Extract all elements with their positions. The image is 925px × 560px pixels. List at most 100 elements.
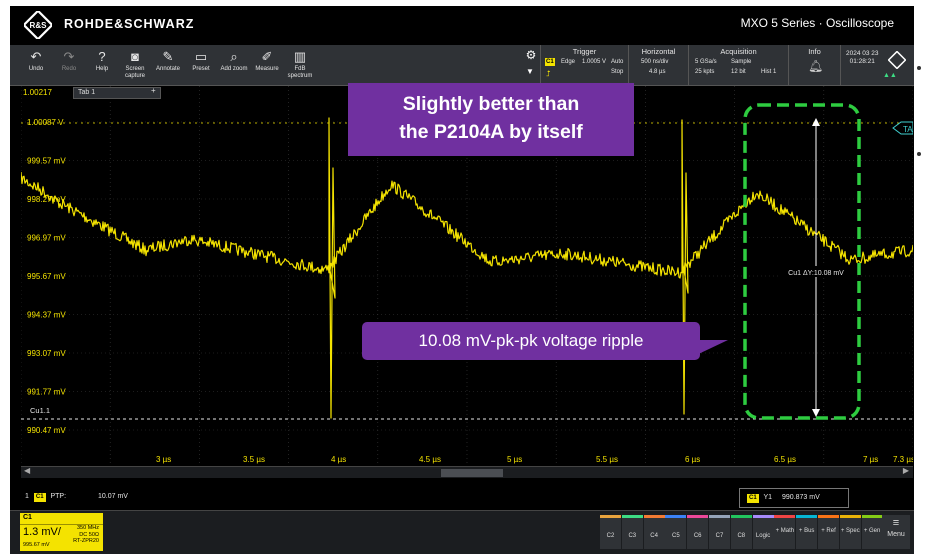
redo-button[interactable]: ↷ Redo [53, 48, 85, 84]
status-area: ⚙ ▼ Trigger C1 ⮥ Edge 1.0005 V Auto Stop… [524, 45, 914, 86]
fft-icon: ▥ [293, 49, 307, 64]
addzoom-label: Add zoom [220, 66, 248, 72]
trigger-type: Edge [561, 59, 576, 65]
network-icon: ▲▲ [883, 72, 897, 79]
measurement-name: PTP: [50, 493, 67, 500]
button-label: C8 [737, 533, 746, 539]
annotate-icon: ✎ [162, 49, 174, 64]
horizontal-scale: 500 ns/div [641, 59, 669, 65]
button-ref[interactable]: + Ref [818, 515, 839, 549]
redo-icon: ↷ [63, 49, 75, 64]
channel-bandwidth: 350 MHz [76, 525, 99, 531]
cursor-readout[interactable]: C1 Y1 990.873 mV [739, 488, 849, 508]
button-label: C6 [693, 533, 702, 539]
preset-icon: ▭ [194, 49, 208, 64]
measure-label: Measure [255, 66, 279, 72]
x-tick-label: 6 µs [685, 455, 700, 464]
channel-1-box[interactable]: C1 1.3 mV/ 350 MHz DC 50Ω RT-ZPR20 995.6… [20, 513, 103, 551]
scroll-thumb[interactable] [441, 469, 503, 477]
button-math[interactable]: + Math [774, 515, 796, 549]
y-tick-label: 994.37 mV [27, 311, 66, 320]
info-header: Info [808, 47, 821, 56]
preset-label: Preset [192, 66, 210, 72]
marker-label: Cu1.1 [30, 406, 50, 415]
menu-button[interactable]: ≡ Menu [882, 515, 910, 549]
x-tick-label: 4 µs [331, 455, 346, 464]
annotate-button[interactable]: ✎ Annotate [152, 48, 184, 84]
x-tick-label: 7 µs [863, 455, 878, 464]
trigger-panel[interactable]: Trigger C1 ⮥ Edge 1.0005 V Auto Stop [540, 45, 628, 86]
horizontal-panel[interactable]: Horizontal 500 ns/div 4.8 µs [628, 45, 688, 86]
x-tick-label: 6.5 µs [774, 455, 796, 464]
undo-button[interactable]: ↶ Undo [20, 48, 52, 84]
horizontal-header: Horizontal [641, 47, 676, 56]
button-c2[interactable]: C2 [600, 515, 621, 549]
screen-button[interactable]: ◙ Screen capture [119, 48, 151, 84]
scroll-left-icon[interactable]: ◀ [24, 466, 31, 475]
channel-offset: 995.67 mV [23, 542, 50, 548]
button-label: + Bus [798, 528, 815, 534]
button-c3[interactable]: C3 [621, 515, 643, 549]
redo-label: Redo [61, 66, 77, 72]
tab-1[interactable]: Tab 1 [73, 87, 161, 99]
gear-icon[interactable]: ⚙ [525, 48, 537, 62]
page-dot-1 [917, 66, 921, 70]
measurement-result[interactable]: 1 C1 PTP: 10.07 mV [25, 491, 128, 503]
info-panel[interactable]: Info 🔔︎ [788, 45, 840, 86]
add-tab-button[interactable]: + [151, 86, 156, 95]
adc-bits: 12 bit [731, 69, 746, 75]
chevron-down-icon[interactable]: ▼ [526, 67, 534, 76]
scroll-right-icon[interactable]: ▶ [902, 466, 909, 475]
bell-icon[interactable]: 🔔︎ [808, 59, 824, 73]
trigger-level: 1.0005 V [582, 59, 607, 65]
button-label: + Gen [863, 528, 881, 534]
screen-icon: ◙ [131, 49, 139, 64]
button-c5[interactable]: C5 [665, 515, 687, 549]
button-label: C2 [606, 533, 615, 539]
waveform-diagram[interactable]: 1.00087 V 999.57 mV 998.27 mV 996.97 mV 995.… [20, 86, 914, 474]
waveform-plot[interactable]: 1.00087 V 999.57 mV 998.27 mV 996.97 mV 995.… [20, 86, 914, 474]
x-tick-label: 5 µs [507, 455, 522, 464]
arrow-up-icon [812, 118, 820, 126]
y-tick-label: 1.00087 V [27, 118, 64, 127]
button-label: Logic [755, 533, 771, 539]
annotation-top-line-2: the P2104A by itself [399, 121, 583, 143]
cursor-readout-label: Y1 [763, 494, 773, 501]
acquisition-mode: Sample [731, 59, 752, 65]
button-label: C7 [715, 533, 724, 539]
undo-icon: ↶ [30, 49, 42, 64]
button-label: + Math [775, 528, 795, 534]
measure-button[interactable]: ✐ Measure [251, 48, 283, 84]
history-label: Hist 1 [761, 69, 777, 75]
measurement-row: 1 C1 PTP: 10.07 mV C1 Y1 990.873 mV [21, 488, 913, 508]
addzoom-button[interactable]: ⌕ Add zoom [218, 48, 250, 84]
channel-probe: RT-ZPR20 [73, 538, 99, 544]
button-gen[interactable]: + Gen [861, 515, 883, 549]
button-label: + Spec [840, 528, 860, 534]
button-spec[interactable]: + Spec [839, 515, 861, 549]
date-text: 2024 03 23 [846, 50, 879, 57]
y-tick-label: 991.77 mV [27, 388, 66, 397]
screen-label: Screen capture [124, 66, 145, 79]
button-c4[interactable]: C4 [643, 515, 665, 549]
button-bus[interactable]: + Bus [796, 515, 818, 549]
cursor-measurement-box[interactable] [743, 103, 861, 420]
fft-button[interactable]: ▥ FdB spectrum [284, 48, 316, 84]
button-c7[interactable]: C7 [709, 515, 730, 549]
button-c8[interactable]: C8 [730, 515, 752, 549]
channel-name: C1 [23, 514, 32, 521]
brand-name: ROHDE&SCHWARZ [64, 17, 195, 31]
undo-label: Undo [28, 66, 44, 72]
annotation-top: Slightly better than the P2104A by itsel… [348, 83, 634, 156]
annotate-label: Annotate [155, 66, 181, 72]
horizontal-scrollbar[interactable]: ◀ ▶ [21, 466, 913, 478]
acquisition-panel[interactable]: Acquisition 5 GSa/s 25 kpts Sample 12 bi… [688, 45, 788, 86]
button-logic[interactable]: Logic [752, 515, 774, 549]
button-c6[interactable]: C6 [687, 515, 709, 549]
measurement-value: 10.07 mV [98, 493, 128, 500]
preset-button[interactable]: ▭ Preset [185, 48, 217, 84]
help-button[interactable]: ? Help [86, 48, 118, 84]
x-axis-labels: 3 µs 3.5 µs 4 µs 4.5 µs 5 µs 5.5 µs 6 µs 6.5 µs… [156, 455, 914, 464]
button-label: C4 [650, 533, 658, 539]
svg-text:R&S: R&S [30, 21, 48, 30]
